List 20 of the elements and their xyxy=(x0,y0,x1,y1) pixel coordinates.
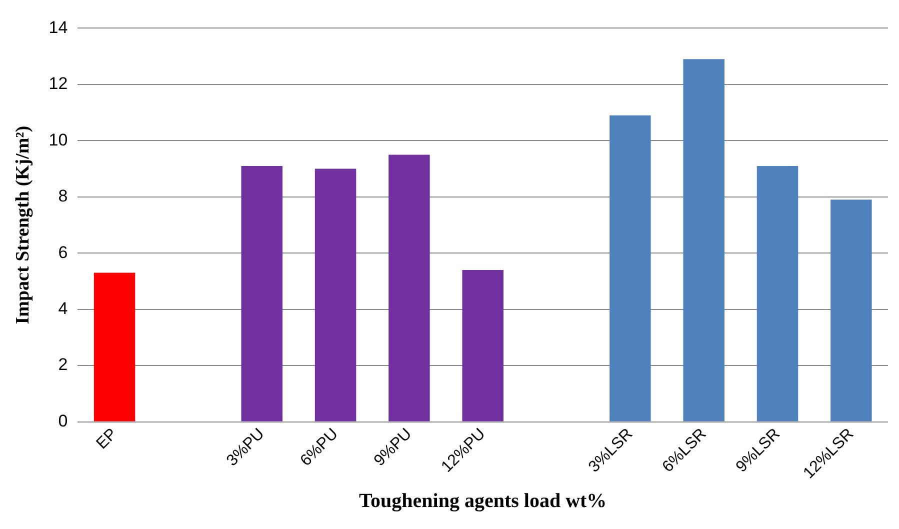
y-tick-label: 12 xyxy=(48,74,68,94)
bar xyxy=(756,166,798,422)
bar xyxy=(610,115,651,422)
x-axis-title: Toughening agents load wt% xyxy=(359,490,607,512)
bar xyxy=(241,166,282,422)
y-tick-label: 0 xyxy=(58,411,68,430)
y-tick-label: 8 xyxy=(58,186,68,206)
y-tick-label: 10 xyxy=(48,130,68,150)
y-axis-title: Impact Strength (Kj/m²) xyxy=(12,126,34,324)
bar xyxy=(94,272,136,422)
bar xyxy=(314,168,356,422)
bar xyxy=(683,59,724,422)
y-tick-label: 2 xyxy=(58,355,68,374)
y-tick-label: 4 xyxy=(58,299,68,318)
y-tick-label: 14 xyxy=(48,18,68,37)
bar xyxy=(388,154,430,422)
y-tick-label: 6 xyxy=(58,242,68,262)
bar xyxy=(830,200,872,422)
bar xyxy=(462,270,504,422)
x-tick-label: EP xyxy=(93,425,120,453)
